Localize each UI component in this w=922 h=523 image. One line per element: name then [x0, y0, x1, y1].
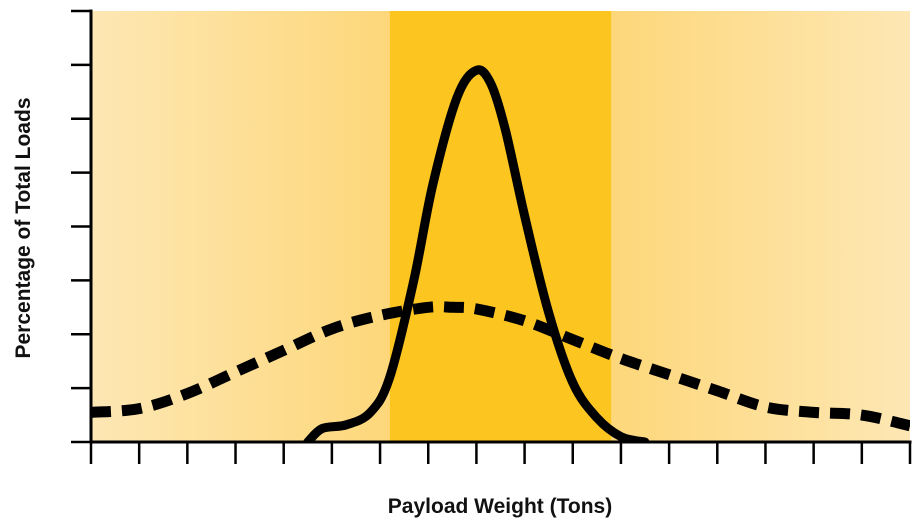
- plot-background-right: [611, 11, 910, 442]
- dashed-distribution-line: [91, 301, 910, 432]
- solid-distribution-line: [303, 65, 650, 442]
- plot-background-left: [91, 11, 390, 442]
- x-axis-label: Payload Weight (Tons): [388, 495, 612, 518]
- y-axis-label: Percentage of Total Loads: [12, 98, 35, 359]
- series-layer: [91, 65, 910, 442]
- ticks-layer: [71, 9, 912, 464]
